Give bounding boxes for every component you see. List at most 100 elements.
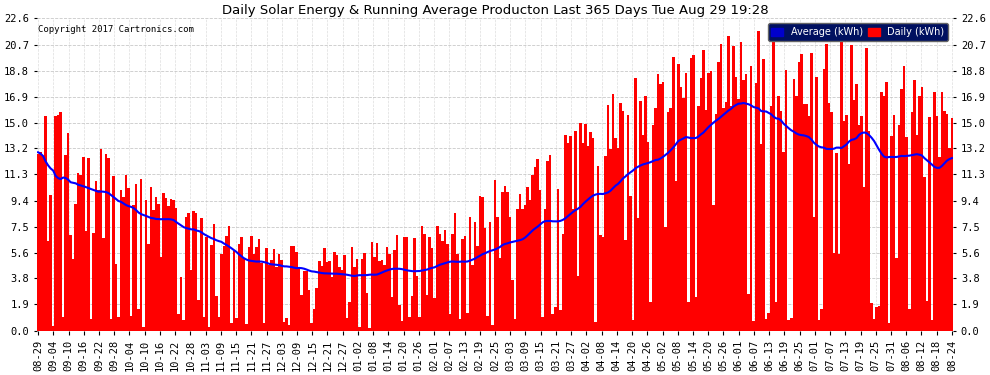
Bar — [519, 194, 522, 330]
Bar — [167, 206, 170, 330]
Bar — [143, 327, 145, 330]
Bar — [684, 73, 687, 330]
Bar — [687, 302, 690, 330]
Bar — [522, 209, 524, 330]
Bar — [205, 237, 208, 330]
Bar — [777, 96, 780, 330]
Bar — [908, 309, 911, 330]
Bar — [571, 209, 574, 330]
Bar — [348, 302, 350, 330]
Bar — [323, 248, 326, 330]
Bar — [594, 322, 597, 330]
Bar — [544, 209, 546, 330]
Bar — [695, 297, 697, 330]
Bar — [790, 318, 793, 330]
Bar — [798, 62, 800, 330]
Bar — [416, 276, 419, 330]
Bar — [95, 181, 97, 330]
Bar — [554, 307, 556, 330]
Bar — [293, 246, 295, 330]
Bar — [303, 271, 306, 330]
Bar — [499, 258, 501, 330]
Bar — [576, 276, 579, 330]
Bar — [622, 111, 625, 330]
Bar — [197, 300, 200, 330]
Bar — [313, 309, 316, 330]
Bar — [762, 58, 765, 330]
Bar — [700, 78, 702, 330]
Bar — [376, 243, 378, 330]
Bar — [529, 200, 532, 330]
Bar — [87, 158, 89, 330]
Bar — [421, 226, 424, 330]
Bar — [360, 259, 363, 330]
Bar — [288, 325, 290, 330]
Bar — [893, 115, 895, 330]
Bar — [850, 45, 852, 330]
Bar — [549, 156, 551, 330]
Bar — [911, 112, 913, 330]
Bar — [426, 295, 429, 330]
Bar — [489, 222, 491, 330]
Bar — [285, 318, 288, 330]
Bar — [810, 53, 813, 330]
Bar — [431, 248, 434, 330]
Bar — [604, 156, 607, 330]
Bar — [765, 320, 767, 330]
Bar — [170, 199, 172, 330]
Bar — [664, 226, 667, 330]
Bar — [918, 96, 921, 330]
Bar — [328, 261, 331, 330]
Bar — [353, 267, 355, 330]
Bar — [481, 197, 484, 330]
Bar — [275, 267, 278, 330]
Bar — [717, 62, 720, 330]
Bar — [494, 180, 496, 330]
Bar — [439, 234, 441, 330]
Bar — [551, 314, 554, 330]
Bar — [476, 246, 479, 330]
Bar — [906, 137, 908, 330]
Bar — [225, 237, 228, 330]
Bar — [64, 155, 67, 330]
Bar — [720, 44, 723, 330]
Bar — [690, 58, 692, 330]
Bar — [679, 87, 682, 330]
Bar — [569, 136, 571, 330]
Bar — [901, 88, 903, 330]
Bar — [712, 206, 715, 330]
Bar — [589, 132, 592, 330]
Bar — [195, 213, 197, 330]
Bar — [393, 250, 396, 330]
Bar — [803, 104, 805, 330]
Bar — [581, 143, 584, 330]
Bar — [735, 77, 738, 330]
Bar — [504, 186, 506, 330]
Bar — [241, 237, 243, 330]
Bar — [298, 268, 300, 330]
Bar — [640, 101, 642, 330]
Bar — [373, 257, 376, 330]
Bar — [926, 302, 928, 330]
Bar — [795, 96, 798, 330]
Bar — [532, 175, 534, 330]
Bar — [916, 135, 918, 330]
Bar — [255, 247, 257, 330]
Bar — [831, 112, 833, 330]
Bar — [100, 148, 102, 330]
Bar — [501, 192, 504, 330]
Bar — [852, 100, 855, 330]
Bar — [115, 264, 117, 330]
Bar — [725, 102, 728, 330]
Bar — [203, 316, 205, 330]
Bar — [391, 297, 393, 330]
Bar — [110, 319, 112, 330]
Bar — [617, 148, 620, 330]
Bar — [448, 314, 451, 330]
Bar — [414, 238, 416, 330]
Bar — [50, 195, 51, 330]
Bar — [815, 77, 818, 330]
Bar — [627, 115, 630, 330]
Bar — [190, 270, 192, 330]
Bar — [841, 42, 842, 330]
